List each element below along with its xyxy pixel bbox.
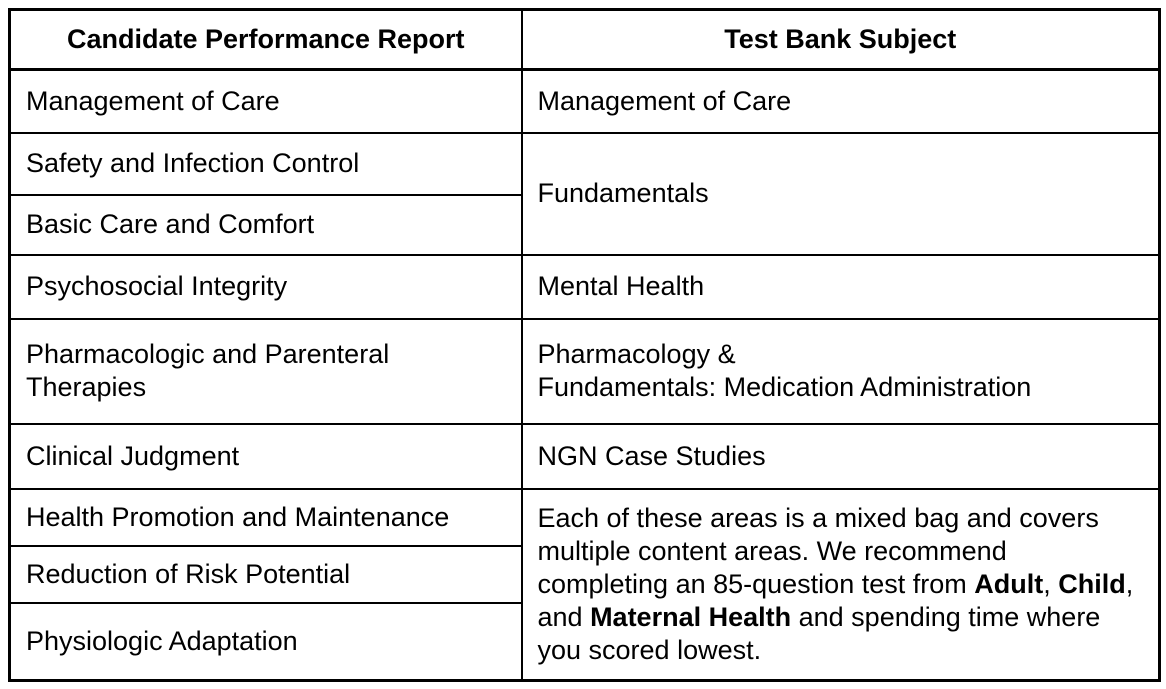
cell-tb-mental-health: Mental Health: [520, 253, 1161, 320]
cell-psychosocial-integrity: Psychosocial Integrity: [8, 253, 523, 320]
cell-pharmacologic-and-parenteral-therapies: Pharmacologic and Parenteral Therapies: [8, 317, 523, 425]
mapping-table: Candidate Performance Report Test Bank S…: [8, 8, 1161, 682]
table-row: Pharmacologic and Parenteral Therapies P…: [8, 317, 1161, 425]
header-row: Candidate Performance Report Test Bank S…: [8, 8, 1161, 71]
cell-safety-and-infection-control: Safety and Infection Control: [8, 131, 523, 196]
table-row: Safety and Infection Control Fundamental…: [8, 131, 1161, 256]
table-row: Reduction of Risk Potential: [8, 544, 1160, 604]
cell-basic-care-and-comfort: Basic Care and Comfort: [8, 193, 523, 256]
table-row: Psychosocial Integrity Mental Health: [8, 253, 1161, 320]
cell-tb-management-of-care: Management of Care: [520, 68, 1161, 134]
cell-health-promotion-and-maintenance: Health Promotion and Maintenance: [8, 487, 523, 547]
cell-clinical-judgment: Clinical Judgment: [8, 422, 523, 490]
table-row: Basic Care and Comfort: [8, 193, 1160, 256]
cell-management-of-care: Management of Care: [8, 68, 523, 134]
header-candidate-performance-report: Candidate Performance Report: [8, 8, 523, 71]
cell-tb-pharmacology-fundamentals: Pharmacology & Fundamentals: Medication A…: [520, 317, 1161, 425]
table-row: Physiologic Adaptation: [8, 601, 1160, 682]
cell-physiologic-adaptation: Physiologic Adaptation: [8, 601, 523, 682]
mapping-table-container: Candidate Performance Report Test Bank S…: [8, 8, 1161, 682]
cell-reduction-of-risk-potential: Reduction of Risk Potential: [8, 544, 523, 604]
table-row: Management of Care Management of Care: [8, 68, 1161, 134]
table-row: Health Promotion and Maintenance Each of…: [8, 487, 1161, 682]
cell-tb-ngn-case-studies: NGN Case Studies: [520, 422, 1161, 490]
header-test-bank-subject: Test Bank Subject: [520, 8, 1161, 71]
cell-tb-recommendation-note: Each of these areas is a mixed bag and c…: [520, 487, 1161, 682]
table-row: Clinical Judgment NGN Case Studies: [8, 422, 1161, 490]
cell-tb-fundamentals: Fundamentals: [520, 131, 1161, 256]
